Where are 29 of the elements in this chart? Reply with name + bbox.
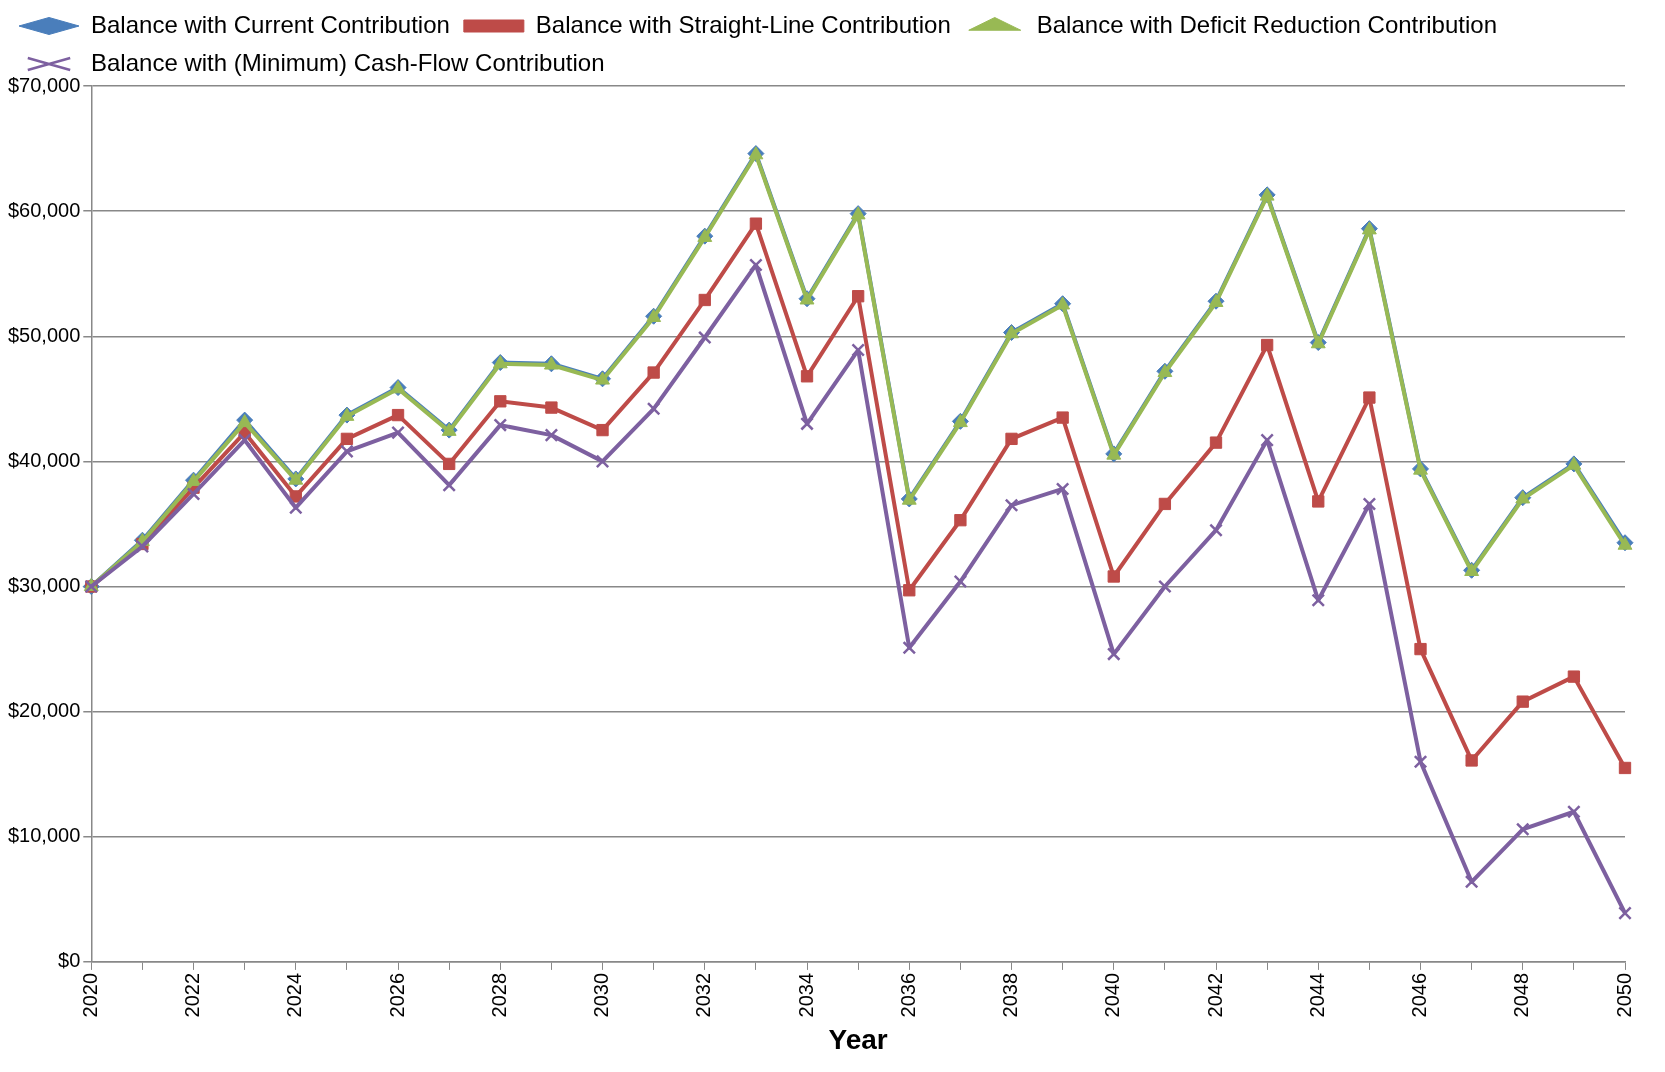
x-tick-label: 2024 [283, 972, 306, 1018]
legend-label: Balance with Deficit Reduction Contribution [1036, 10, 1497, 38]
y-tick-label: $20,000 [8, 699, 81, 722]
x-tick-label: 2040 [1101, 972, 1124, 1018]
x-tick-label: 2030 [590, 972, 613, 1018]
x-tick-label: 2046 [1408, 972, 1431, 1018]
legend-label: Balance with Current Contribution [91, 10, 450, 38]
legend-label: Balance with (Minimum) Cash-Flow Contribution [91, 48, 605, 76]
x-tick-label: 2034 [794, 972, 817, 1018]
x-tick-label: 2042 [1203, 972, 1226, 1018]
x-tick-label: 2026 [385, 972, 408, 1018]
x-tick-label: 2044 [1305, 972, 1328, 1018]
x-axis-title: Year [828, 1023, 888, 1055]
x-tick-label: 2038 [999, 972, 1022, 1018]
y-tick-label: $40,000 [8, 448, 81, 471]
y-tick-label: $70,000 [8, 73, 81, 96]
y-tick-label: $30,000 [8, 574, 81, 597]
x-tick-label: 2048 [1510, 972, 1533, 1018]
x-tick-label: 2020 [78, 972, 101, 1018]
x-tick-label: 2028 [487, 972, 510, 1018]
x-tick-label: 2022 [181, 972, 204, 1018]
y-tick-label: $0 [58, 949, 81, 972]
y-tick-label: $50,000 [8, 323, 81, 346]
x-tick-label: 2050 [1612, 972, 1635, 1018]
y-tick-label: $60,000 [8, 198, 81, 221]
x-tick-label: 2036 [896, 972, 919, 1018]
legend-label: Balance with Straight-Line Contribution [535, 10, 951, 38]
y-tick-label: $10,000 [8, 824, 81, 847]
x-tick-label: 2032 [692, 972, 715, 1018]
